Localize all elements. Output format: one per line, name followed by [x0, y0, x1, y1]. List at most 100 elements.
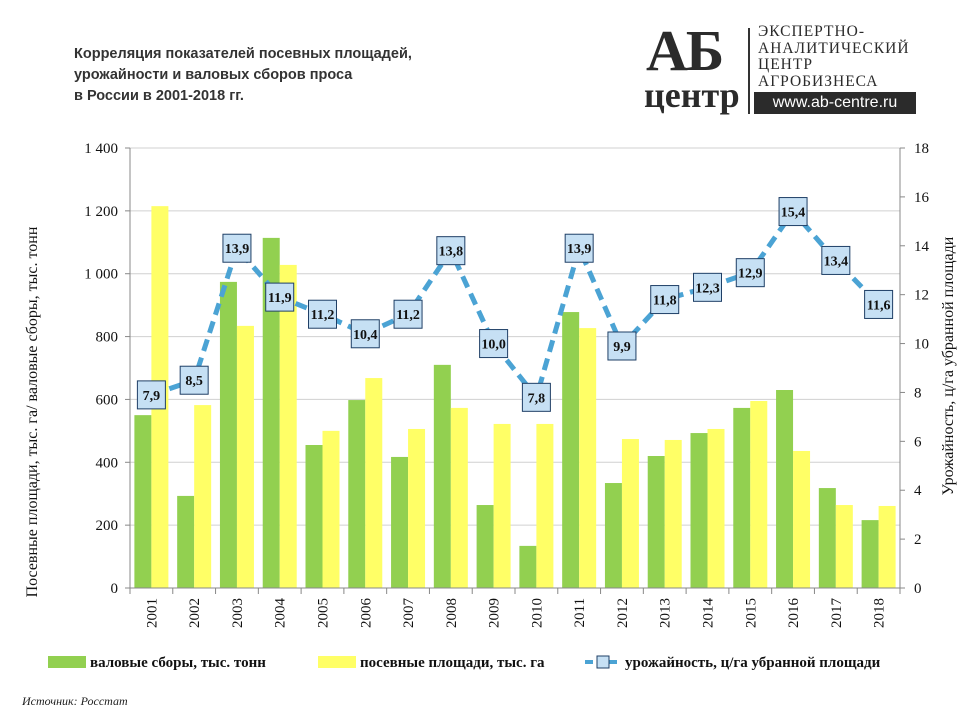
data-label-text: 13,9 [567, 242, 592, 257]
bar-harvest [391, 456, 409, 588]
bar-harvest [177, 495, 195, 588]
x-tick-label: 2006 [358, 598, 374, 629]
y-right-tick-label: 8 [914, 385, 922, 401]
data-label-box [864, 289, 894, 319]
bar-harvest [433, 364, 451, 588]
ab-centre-logo: АБ центр ЭКСПЕРТНО- АНАЛИТИЧЕСКИЙ ЦЕНТР … [640, 22, 930, 122]
data-label-text: 10,4 [353, 328, 378, 343]
data-label-text: 13,9 [225, 242, 250, 257]
y-tick-label: 1 200 [84, 204, 118, 220]
logo-line: ЦЕНТР [758, 56, 813, 73]
data-label: 11,2 [308, 299, 337, 329]
data-label-box [265, 282, 295, 312]
yield-line-path [150, 207, 881, 403]
logo-word: центр [644, 75, 740, 115]
bars [134, 206, 896, 588]
logo-divider [748, 28, 750, 114]
data-label-box [821, 245, 851, 275]
bar-harvest [562, 312, 580, 588]
data-label: 7,8 [521, 382, 551, 412]
data-label-box [350, 319, 380, 349]
y-tick-label: 200 [96, 518, 119, 534]
data-label-box [778, 197, 808, 227]
y-right-tick-label: 0 [914, 581, 922, 597]
data-label-text: 8,5 [185, 374, 203, 389]
y-tick-label: 0 [111, 581, 119, 597]
legend-label: урожайность, ц/га убранной площади [625, 655, 881, 671]
legend-label: валовые сборы, тыс. тонн [90, 655, 266, 671]
logo-text: ЭКСПЕРТНО- АНАЛИТИЧЕСКИЙ ЦЕНТР АГРОБИЗНЕ… [758, 23, 910, 90]
bar-area [322, 430, 340, 588]
y-right-tick-label: 12 [914, 288, 929, 304]
data-label-box [521, 382, 551, 412]
bar-area [450, 407, 468, 588]
data-label-text: 13,4 [824, 254, 849, 269]
y-tick-label: 800 [96, 330, 119, 346]
data-label: 13,8 [436, 236, 466, 266]
bar-area [793, 450, 811, 588]
legend-swatch [48, 656, 86, 668]
x-tick-label: 2017 [829, 598, 845, 629]
data-label-text: 9,9 [613, 340, 631, 355]
legend-box-marker [596, 655, 610, 669]
x-tick-label: 2004 [273, 598, 289, 629]
bar-area [493, 423, 511, 588]
data-label-text: 7,9 [143, 389, 161, 404]
legend-swatch [318, 656, 356, 668]
bar-area [579, 328, 597, 588]
data-label: 13,9 [564, 233, 594, 263]
bar-harvest [219, 281, 237, 588]
data-label-text: 11,2 [311, 308, 335, 323]
data-label-box [479, 329, 509, 359]
bar-area [664, 439, 682, 588]
y-axis-right-title: Урожайность, ц/га убранной площади [940, 236, 957, 495]
data-labels: 7,9 8,5 13,9 11,9 11,2 10,4 11,2 13,8 10,0 7,8 13,… [136, 197, 894, 412]
data-label: 9,9 [607, 331, 637, 361]
data-label: 12,3 [693, 272, 722, 302]
data-label-box [564, 233, 594, 263]
data-label: 11,6 [864, 289, 894, 319]
axes: 0 200 400 600 800 1 000 1 200 1 400 0 2 4 6 8 10 12 14 1… [84, 141, 929, 628]
x-tick-label: 2007 [401, 598, 417, 629]
bar-area [536, 423, 554, 588]
data-label: 15,4 [778, 197, 808, 227]
bar-harvest [776, 390, 794, 588]
legend: валовые сборы, тыс. тонн посевные площади… [48, 655, 881, 671]
title-line: урожайности и валовых сборов проса [74, 67, 353, 83]
data-label: 11,8 [650, 285, 680, 315]
legend-item: урожайность, ц/га убранной площади [585, 655, 881, 671]
data-label: 11,2 [393, 299, 423, 329]
title-line: в России в 2001-2018 гг. [74, 88, 244, 104]
bar-harvest [476, 505, 494, 588]
data-label-text: 15,4 [781, 206, 806, 221]
x-tick-label: 2005 [316, 598, 332, 628]
data-label: 10,0 [479, 329, 509, 359]
title-line: Корреляция показателей посевных площадей… [74, 46, 412, 62]
x-tick-label: 2003 [230, 598, 246, 628]
bar-harvest [733, 407, 751, 588]
x-tick-label: 2016 [786, 598, 802, 629]
logo-url: www.ab-centre.ru [754, 92, 916, 114]
y-tick-label: 600 [96, 392, 119, 408]
y-right-tick-label: 4 [914, 483, 922, 499]
data-label-box [393, 299, 423, 329]
data-label: 12,9 [735, 258, 765, 288]
bar-harvest [134, 415, 152, 588]
data-label-text: 11,6 [867, 298, 891, 313]
legend-label: посевные площади, тыс. га [360, 655, 545, 671]
yield-line [150, 207, 881, 403]
y-right-tick-label: 16 [914, 190, 930, 206]
data-label-box [179, 365, 209, 395]
data-label: 8,5 [179, 365, 209, 395]
bar-harvest [647, 456, 665, 588]
data-label-box [222, 233, 252, 263]
bar-harvest [604, 483, 622, 588]
y-tick-label: 400 [96, 455, 119, 471]
x-tick-label: 2013 [658, 598, 674, 628]
gridlines [130, 147, 900, 526]
y-right-tick-label: 10 [914, 337, 929, 353]
y-tick-label: 1 400 [84, 141, 118, 157]
y-axis-title: Посевные площади, тыс. га/ валовые сборы… [24, 226, 41, 597]
